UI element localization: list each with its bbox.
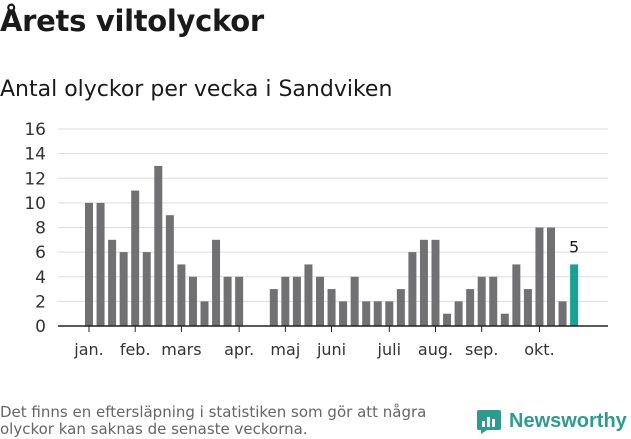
y-tick-label: 16	[24, 120, 46, 140]
chart-title: Årets viltolyckor	[0, 4, 264, 38]
bar	[454, 301, 463, 326]
y-tick-label: 6	[35, 243, 46, 263]
bar	[362, 301, 371, 326]
bar	[292, 276, 301, 326]
bar	[188, 276, 197, 326]
bar	[535, 227, 544, 326]
bar	[108, 239, 117, 326]
bar	[142, 252, 151, 326]
bar	[419, 239, 428, 326]
brand-name: Newsworthy	[509, 409, 627, 432]
bar	[212, 239, 221, 326]
bar	[408, 252, 417, 326]
bar	[200, 301, 209, 326]
y-tick-label: 4	[35, 268, 46, 288]
bar	[327, 289, 336, 326]
bar-highlight	[570, 264, 579, 326]
bar	[85, 202, 93, 326]
bar	[350, 276, 359, 326]
x-tick-label: juli	[377, 340, 401, 359]
bar	[269, 289, 278, 326]
x-tick-label: sep.	[465, 340, 498, 359]
chart-subtitle: Antal olyckor per vecka i Sandviken	[0, 77, 393, 102]
bar	[177, 264, 186, 326]
bar	[131, 190, 140, 326]
bar-chart: 0 2 4 6 8 10 12 14 16 5 jan. feb. mars apr. maj juni jul…	[24, 120, 608, 359]
bar	[96, 202, 105, 326]
y-tick-label: 10	[24, 194, 46, 214]
brand-logo: Newsworthy	[476, 408, 627, 434]
bar	[154, 165, 163, 326]
bar	[339, 301, 348, 326]
x-tick-label: juni	[316, 340, 346, 359]
bar	[443, 313, 452, 326]
y-tick-label: 2	[35, 292, 46, 312]
bar	[431, 239, 440, 326]
x-tick-label: feb.	[120, 340, 151, 359]
newsworthy-logo-icon	[477, 410, 501, 434]
bar	[489, 276, 498, 326]
bar	[119, 252, 128, 326]
bar	[477, 276, 486, 326]
y-tick-label: 12	[24, 169, 46, 189]
y-tick-label: 0	[35, 317, 46, 337]
bar	[558, 301, 567, 326]
bar	[304, 264, 313, 326]
footnote: Det finns en eftersläpning i statistiken…	[0, 403, 427, 438]
x-tick-label: apr.	[224, 340, 254, 359]
x-tick-label: okt.	[524, 340, 554, 359]
bar	[385, 301, 394, 326]
bar	[165, 215, 174, 326]
bar	[223, 276, 232, 326]
x-tick-label: maj	[270, 340, 300, 359]
x-tick-label: jan.	[73, 340, 103, 359]
bar	[523, 289, 532, 326]
x-tick-label: mars	[161, 340, 201, 359]
y-tick-label: 14	[24, 145, 46, 165]
bar	[500, 313, 509, 326]
bar	[512, 264, 521, 326]
bar	[235, 276, 244, 326]
data-label: 5	[569, 237, 579, 256]
bar	[373, 301, 382, 326]
bar	[281, 276, 290, 326]
y-tick-label: 8	[35, 219, 46, 239]
bar	[466, 289, 475, 326]
bar	[396, 289, 405, 326]
x-tick-label: aug.	[418, 340, 453, 359]
bar	[316, 276, 324, 326]
bar	[547, 227, 555, 326]
